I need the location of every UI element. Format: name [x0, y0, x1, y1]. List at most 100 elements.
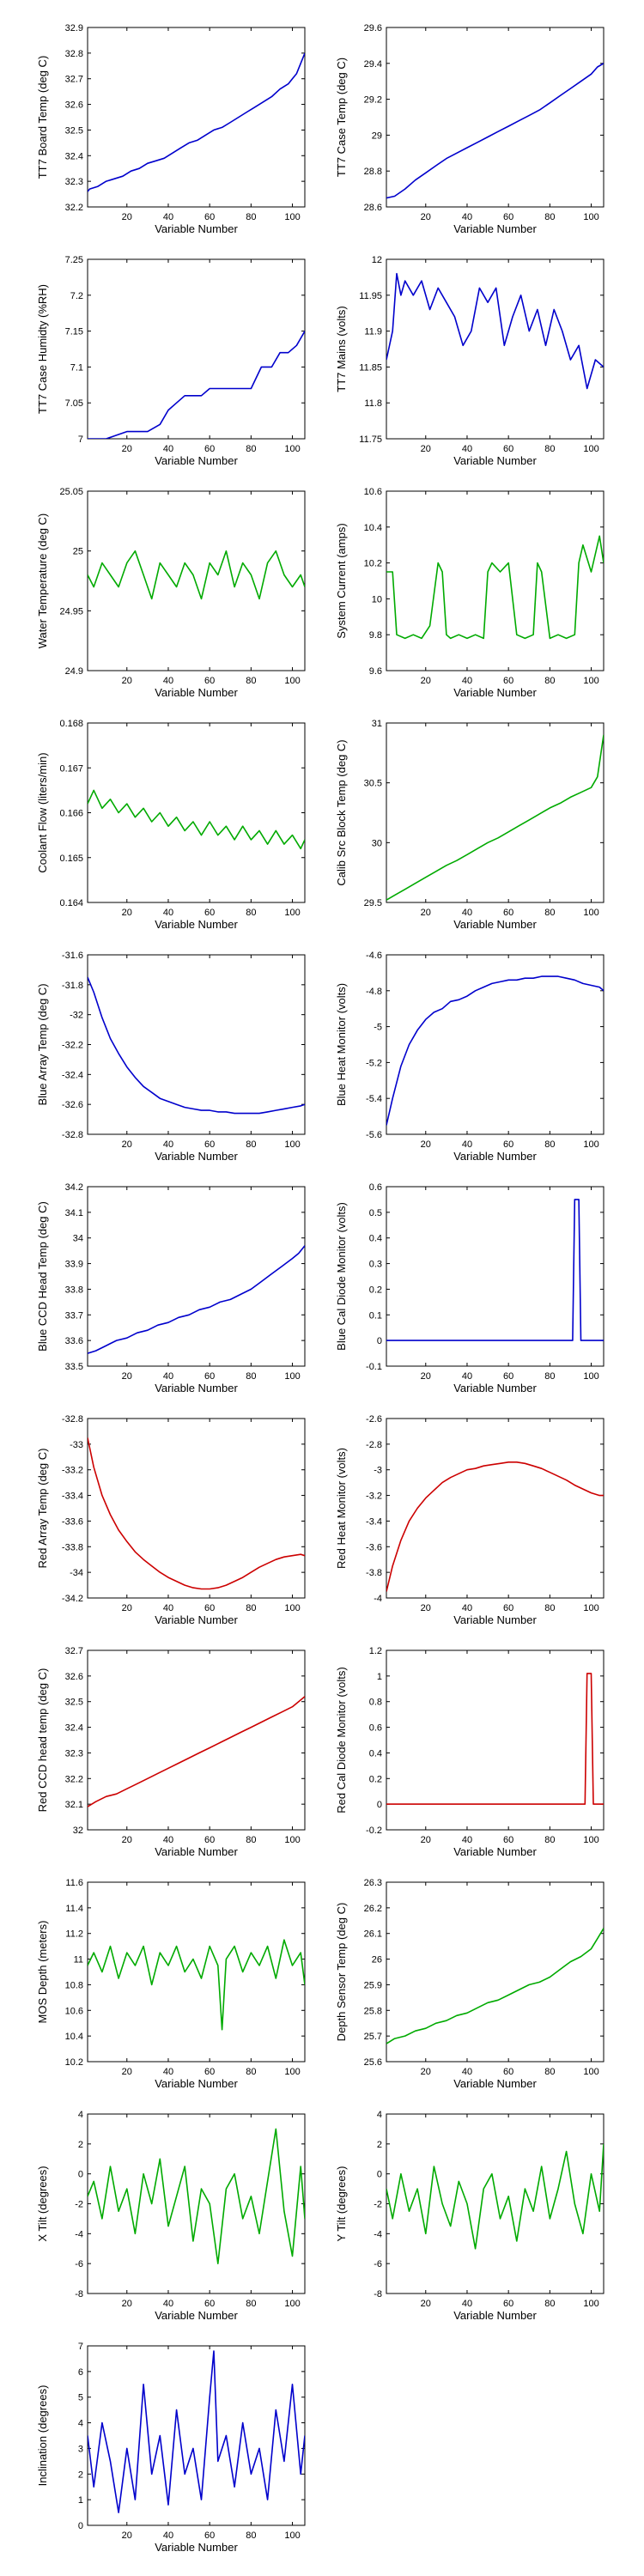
y-tick-label: 10.4	[364, 523, 382, 533]
x-tick-label: 60	[204, 1139, 215, 1150]
x-axis-label: Variable Number	[155, 1150, 238, 1163]
y-tick-label: 11.4	[65, 1904, 83, 1914]
y-tick-label: -5	[374, 1023, 382, 1033]
x-tick-label: 100	[284, 1603, 300, 1613]
series-line	[386, 272, 604, 390]
y-tick-label: -5.2	[366, 1058, 382, 1068]
plot-frame	[386, 1649, 605, 1831]
y-tick-label: -3.4	[366, 1516, 382, 1527]
y-axis-label: Coolant Flow (liters/min)	[36, 752, 49, 872]
x-tick-label: 100	[284, 212, 300, 222]
y-tick-label: 0.168	[59, 719, 83, 729]
y-tick-label: 0	[377, 1800, 382, 1810]
y-tick-label: 26.3	[364, 1878, 382, 1888]
series-line	[88, 52, 305, 192]
series-line	[386, 535, 604, 640]
y-tick-label: 10.8	[65, 1980, 83, 1990]
x-tick-label: 20	[421, 444, 431, 454]
y-tick-label: -31.8	[62, 981, 83, 991]
plot-frame	[386, 1881, 605, 2063]
y-tick-label: -4.6	[366, 951, 382, 961]
chart-panel-13: -34.2 -34 -33.8 -33.6 -33.4 -33.2 -33 -32.8 20 40…	[36, 1414, 306, 1626]
y-tick-label: -32.8	[62, 1130, 83, 1140]
y-tick-label: 3	[78, 2444, 83, 2454]
y-tick-label: 25	[73, 547, 83, 557]
x-tick-label: 60	[503, 2299, 513, 2309]
series-line	[88, 1437, 305, 1590]
y-axis-label: Depth Sensor Temp (deg C)	[335, 1903, 348, 2042]
y-axis-label: Red Array Temp (deg C)	[36, 1449, 49, 1569]
y-tick-label: 29.4	[364, 59, 382, 70]
x-axis-label: Variable Number	[155, 1382, 238, 1394]
x-tick-label: 60	[503, 212, 513, 222]
x-axis-label: Variable Number	[453, 918, 537, 931]
plot-frame	[386, 1418, 605, 1599]
x-tick-label: 40	[163, 2299, 173, 2309]
y-tick-label: 33.8	[65, 1285, 83, 1295]
y-tick-label: 28.6	[364, 203, 382, 213]
series-line	[88, 976, 305, 1115]
y-tick-label: 29.5	[364, 898, 382, 908]
y-tick-label: -6	[374, 2259, 382, 2269]
x-tick-label: 100	[583, 444, 598, 454]
x-tick-label: 40	[462, 1371, 472, 1382]
y-tick-label: 0.2	[369, 1774, 382, 1784]
x-tick-label: 100	[284, 444, 300, 454]
x-tick-label: 100	[284, 676, 300, 686]
plot-frame	[87, 954, 306, 1135]
plot-frame	[87, 258, 306, 440]
y-tick-label: 0.4	[369, 1748, 382, 1759]
y-tick-label: -33.6	[62, 1516, 83, 1527]
y-tick-label: 0.3	[369, 1260, 382, 1270]
y-tick-label: 9.6	[369, 666, 382, 677]
y-axis-label: TT7 Mains (volts)	[335, 306, 348, 392]
series-line	[88, 2128, 305, 2264]
x-tick-label: 40	[163, 212, 173, 222]
y-tick-label: 32.6	[65, 1672, 83, 1682]
series-line	[88, 550, 305, 600]
plot-frame	[87, 27, 306, 208]
x-tick-label: 40	[462, 1139, 472, 1150]
chart-panel-18: 25.6 25.7 25.8 25.9 26 26.1 26.2 26.3 20 40 60 80 10…	[335, 1878, 605, 2090]
y-tick-label: -33.8	[62, 1542, 83, 1552]
y-tick-label: 25.9	[364, 1980, 382, 1990]
y-axis-label: Red CCD head temp (deg C)	[36, 1668, 49, 1813]
y-axis-label: System Current (amps)	[335, 523, 348, 638]
series-line	[88, 789, 305, 850]
x-tick-label: 20	[122, 908, 132, 918]
x-tick-label: 40	[462, 908, 472, 918]
y-tick-label: 0.5	[369, 1208, 382, 1218]
chart-panel-6: 9.6 9.8 10 10.2 10.4 10.6 20 40 60 80 100 Variable …	[335, 487, 605, 699]
x-tick-label: 20	[421, 676, 431, 686]
plot-frame	[386, 1186, 605, 1367]
x-axis-label: Variable Number	[453, 1845, 537, 1858]
series-line	[386, 975, 604, 1126]
y-tick-label: -34.2	[62, 1594, 83, 1604]
x-tick-label: 20	[122, 1139, 132, 1150]
y-tick-label: -6	[75, 2259, 83, 2269]
y-tick-label: -34	[70, 1568, 83, 1578]
x-tick-label: 80	[246, 908, 256, 918]
y-tick-label: 11.9	[364, 327, 382, 337]
series-line	[386, 1461, 604, 1592]
x-tick-label: 100	[583, 908, 598, 918]
chart-panel-10: -5.6 -5.4 -5.2 -5 -4.8 -4.6 20 40 60 80 100 Variabl…	[335, 951, 605, 1163]
y-tick-label: 4	[78, 2110, 83, 2120]
y-tick-label: 24.9	[65, 666, 83, 677]
x-tick-label: 60	[503, 908, 513, 918]
y-tick-label: -4.8	[366, 987, 382, 997]
x-tick-label: 60	[204, 1835, 215, 1845]
y-tick-label: 30	[372, 838, 382, 848]
y-tick-label: 32.2	[65, 203, 83, 213]
y-tick-label: -32.2	[62, 1041, 83, 1051]
chart-panel-16: -0.2 0 0.2 0.4 0.6 0.8 1 1.2 20 40 60 80 100 Variable…	[335, 1646, 605, 1858]
y-tick-label: 32	[73, 1826, 83, 1836]
y-tick-label: 34	[73, 1234, 83, 1244]
y-tick-label: -31.6	[62, 951, 83, 961]
x-tick-label: 20	[421, 2067, 431, 2077]
plot-frame	[386, 27, 605, 208]
y-tick-label: 28.8	[364, 167, 382, 177]
y-axis-label: Y Tilt (degrees)	[335, 2166, 348, 2242]
